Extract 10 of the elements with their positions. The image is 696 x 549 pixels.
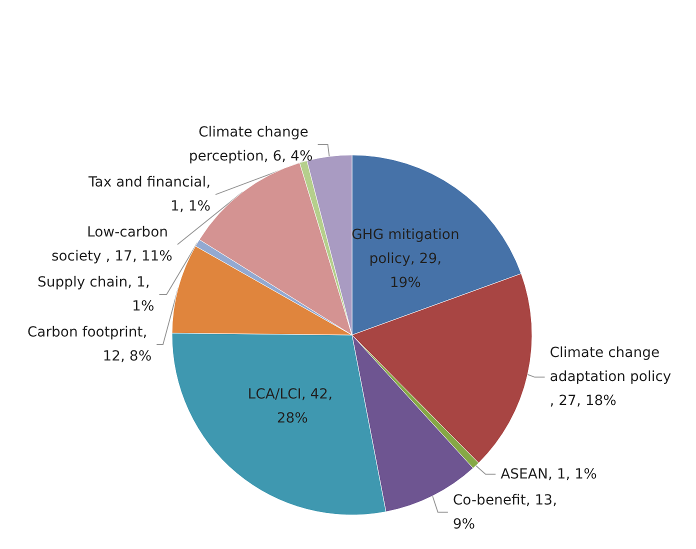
slice-label: Supply chain, 1, 1%	[38, 274, 154, 315]
slice-label: Climate change perception, 6, 4%	[188, 124, 313, 165]
slice-label: LCA/LCI, 42, 28%	[248, 386, 337, 426]
slice-label: Climate change adaptation policy	[550, 345, 672, 386]
slice-label: Co-benefit, 13, 9%	[452, 492, 562, 532]
data-label: , 27, 18%	[550, 393, 616, 410]
slice-label: Tax and financial, 1, 1%	[88, 174, 211, 215]
slice-label: Low-carbon society , 17, 11%	[51, 224, 172, 265]
slice-label: Carbon footprint, 12, 8%	[27, 324, 152, 365]
slice-label: ASEAN, 1, 1%	[500, 466, 597, 482]
